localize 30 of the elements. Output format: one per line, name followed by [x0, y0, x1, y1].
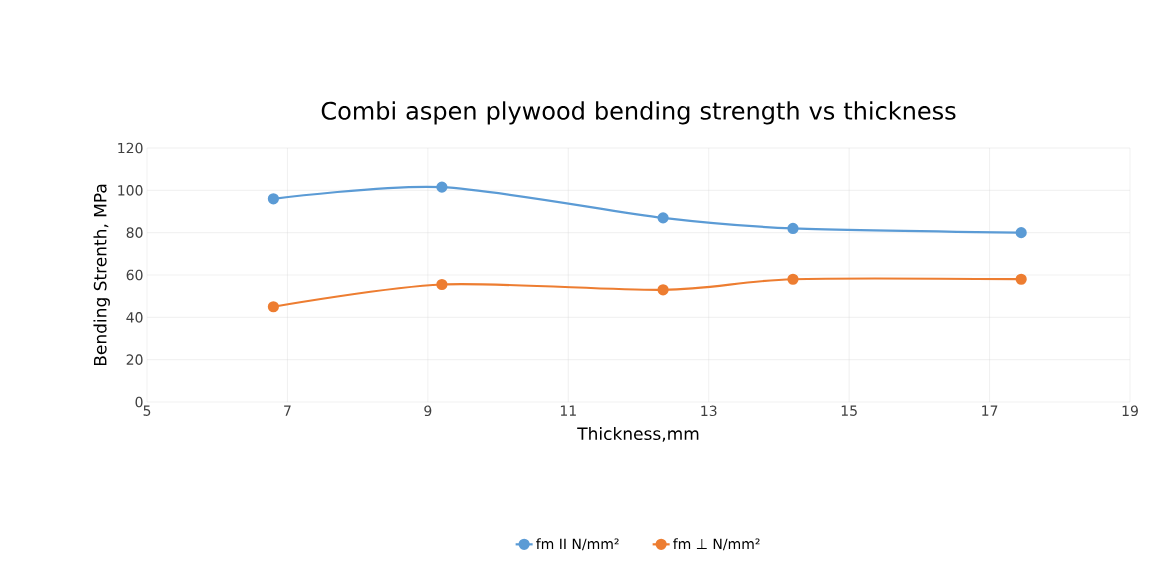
x-tick-label: 15 [841, 405, 857, 416]
y-tick-label: 40 [126, 312, 143, 323]
point [657, 284, 669, 296]
point [436, 278, 448, 291]
x-tick-label: 13 [701, 405, 717, 417]
x-tick-label: 7 [284, 405, 291, 416]
chart-title: Combi aspen plywood bending strength vs thickness [321, 101, 956, 125]
y-tick-label: 60 [126, 269, 143, 281]
x-tick-label: 9 [424, 405, 432, 417]
y-tick-label: 0 [135, 396, 143, 408]
point [267, 301, 279, 313]
x-tick-label: 11 [560, 405, 576, 416]
legend-label: fm II N/mm² [536, 538, 619, 551]
x-tick-label: 17 [982, 405, 998, 416]
y-tick-label: 80 [126, 227, 143, 238]
y-tick-label: 100 [118, 185, 143, 196]
point [267, 193, 279, 205]
point [1015, 227, 1027, 239]
y-tick-label: 120 [118, 142, 143, 154]
point [787, 273, 799, 285]
x-axis-title: Thickness,mm [577, 426, 699, 442]
point [657, 212, 669, 224]
point [436, 181, 448, 193]
x-tick-label: 19 [1122, 405, 1138, 417]
point [787, 222, 799, 235]
legend-label: fm ⊥ N/mm² [673, 538, 760, 551]
point [1015, 273, 1027, 285]
y-axis-title: Bending Strenth, MPa [93, 184, 110, 366]
x-tick-label: 5 [143, 405, 151, 416]
y-tick-label: 20 [126, 354, 143, 365]
